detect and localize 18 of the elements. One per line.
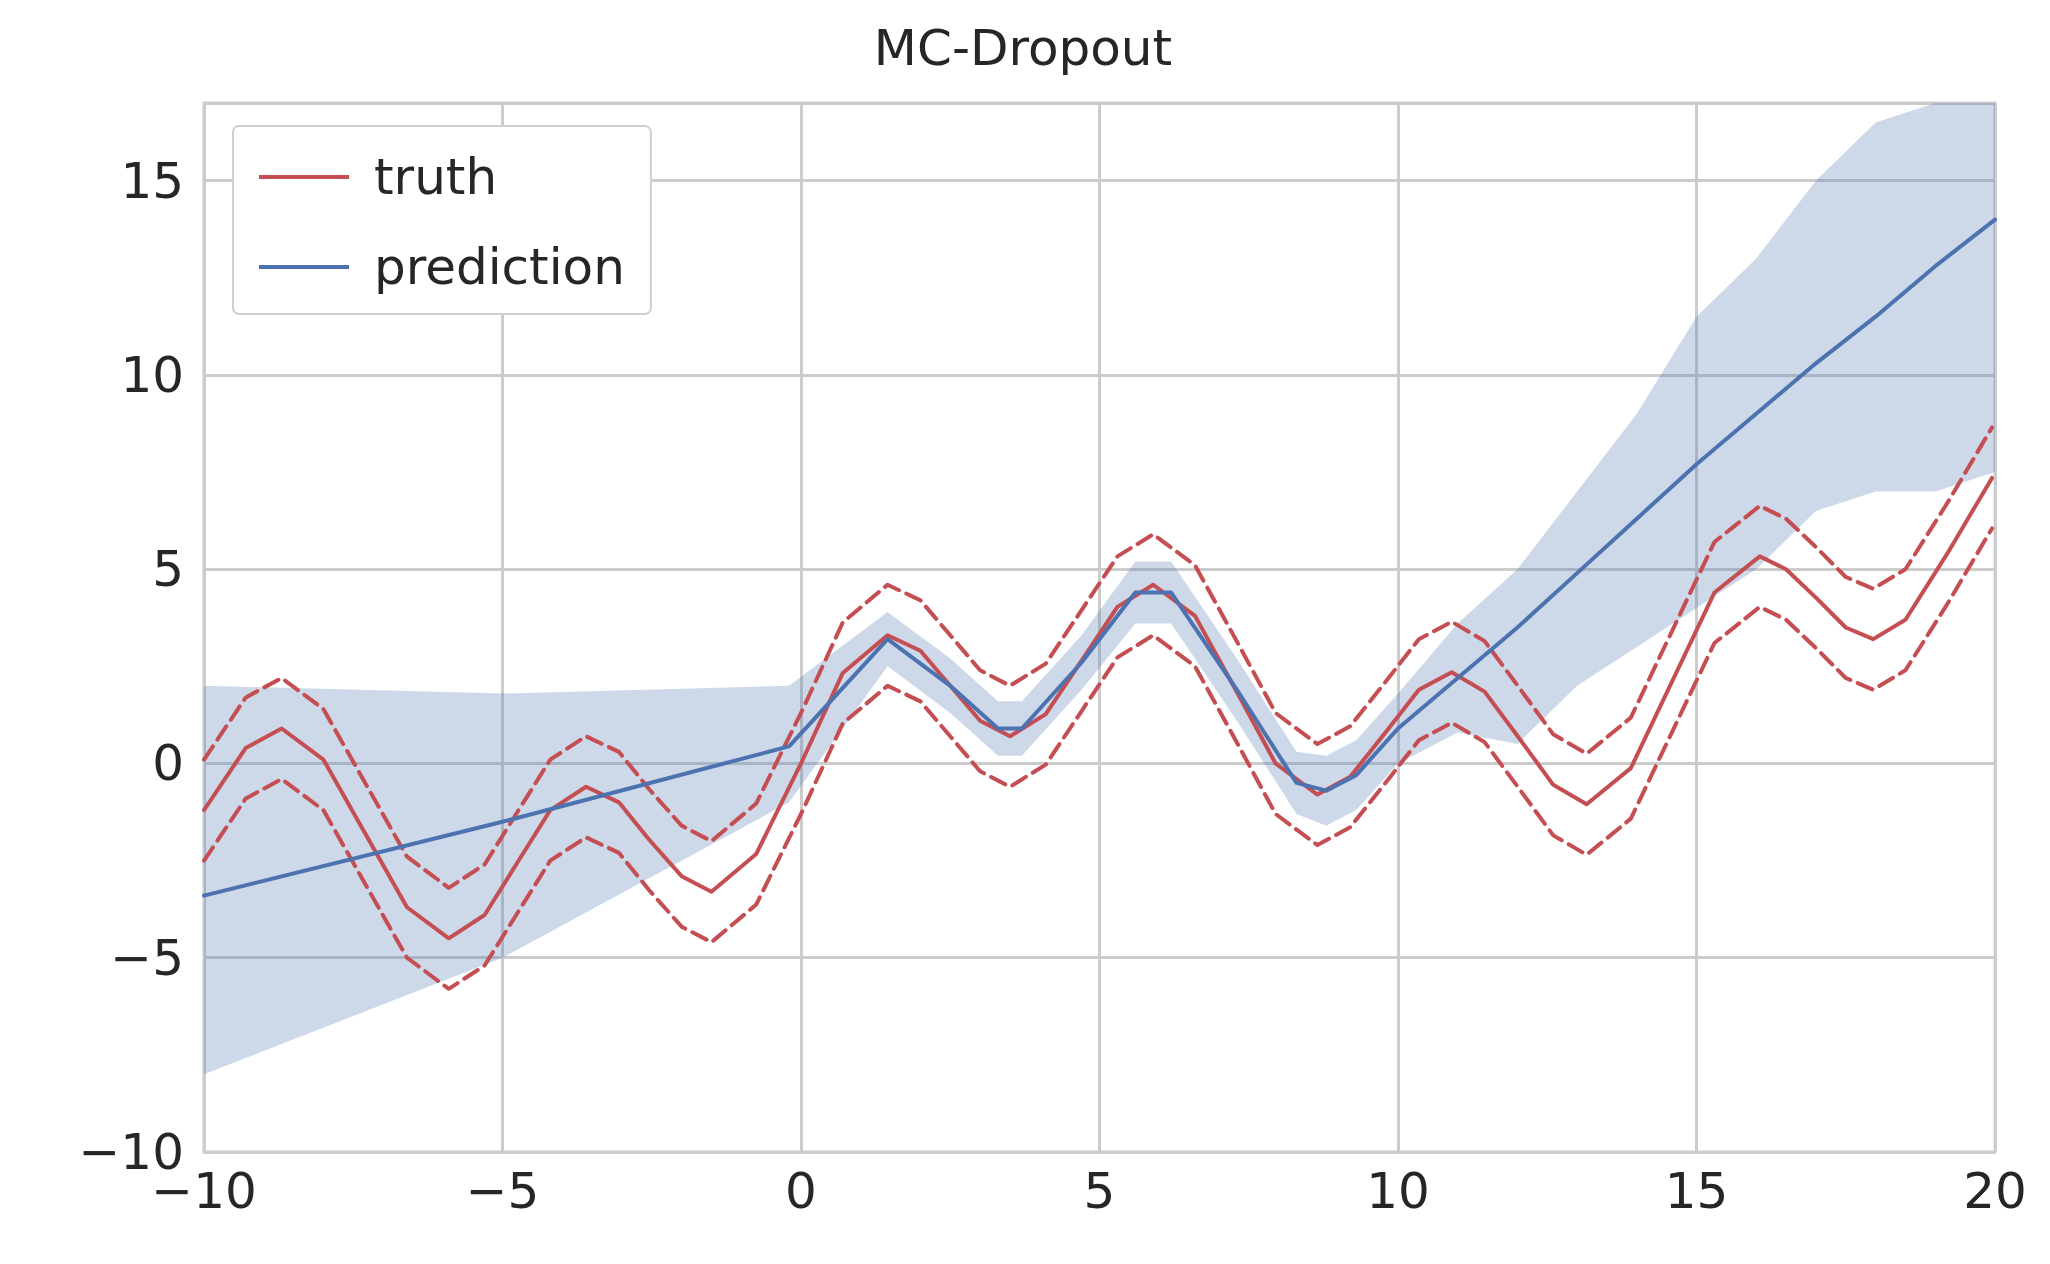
- chart-title: MC-Dropout: [873, 19, 1173, 77]
- y-tick-label: −5: [110, 928, 184, 987]
- line-series: [202, 217, 1997, 898]
- y-tick-label: 15: [120, 151, 184, 210]
- x-tick-label: 10: [1366, 1162, 1430, 1220]
- line-series: [202, 425, 1995, 890]
- x-tick-label: 15: [1664, 1162, 1729, 1220]
- x-tick-label: 20: [1963, 1162, 2027, 1220]
- line-series: [202, 475, 1995, 941]
- legend-label: prediction: [374, 238, 625, 296]
- y-tick-label: 10: [120, 345, 184, 404]
- y-tick-label: 5: [152, 540, 184, 599]
- x-tick-label: 5: [1083, 1162, 1116, 1220]
- x-tick-label: 0: [785, 1162, 817, 1220]
- x-tick-label: −5: [465, 1162, 540, 1220]
- line-series: [202, 526, 1995, 991]
- legend-label: truth: [374, 148, 498, 206]
- y-tick-label: 0: [152, 734, 184, 793]
